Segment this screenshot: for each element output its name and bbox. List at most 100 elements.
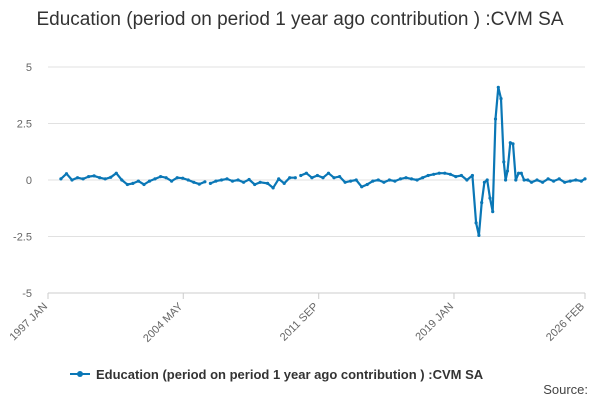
data-point[interactable]: [159, 175, 163, 179]
data-point[interactable]: [75, 176, 80, 180]
data-point[interactable]: [293, 176, 297, 180]
data-point[interactable]: [514, 178, 518, 182]
data-point[interactable]: [583, 177, 587, 181]
data-point[interactable]: [147, 179, 152, 183]
data-point[interactable]: [470, 173, 474, 178]
data-point[interactable]: [59, 177, 63, 181]
data-point[interactable]: [496, 85, 500, 89]
data-point[interactable]: [404, 176, 408, 180]
data-point[interactable]: [197, 182, 201, 186]
data-point[interactable]: [505, 169, 510, 173]
data-point[interactable]: [277, 177, 281, 181]
data-point[interactable]: [288, 176, 292, 180]
data-point[interactable]: [271, 186, 275, 190]
data-point[interactable]: [242, 180, 246, 184]
data-point[interactable]: [64, 172, 69, 176]
data-point[interactable]: [480, 201, 484, 205]
data-point[interactable]: [360, 185, 364, 189]
data-point[interactable]: [432, 172, 436, 176]
data-point[interactable]: [266, 181, 270, 185]
data-point[interactable]: [454, 175, 458, 179]
data-point[interactable]: [142, 182, 146, 187]
data-point[interactable]: [326, 171, 331, 175]
data-point[interactable]: [393, 179, 397, 183]
data-point[interactable]: [230, 179, 235, 183]
data-point[interactable]: [568, 179, 572, 183]
data-point[interactable]: [415, 178, 419, 182]
data-point[interactable]: [485, 178, 489, 182]
data-point[interactable]: [376, 178, 380, 182]
data-point[interactable]: [502, 160, 506, 164]
data-point[interactable]: [203, 180, 207, 184]
data-point[interactable]: [409, 177, 414, 181]
data-point[interactable]: [299, 173, 303, 178]
data-point[interactable]: [282, 181, 286, 185]
data-point[interactable]: [552, 179, 556, 183]
data-point[interactable]: [304, 171, 308, 175]
data-point[interactable]: [421, 176, 425, 180]
data-point[interactable]: [354, 178, 358, 182]
data-point[interactable]: [448, 172, 452, 176]
data-point[interactable]: [398, 177, 403, 181]
data-point[interactable]: [98, 176, 102, 180]
data-point[interactable]: [541, 180, 545, 184]
data-point[interactable]: [258, 180, 262, 184]
data-point[interactable]: [321, 176, 325, 180]
data-point[interactable]: [443, 171, 447, 175]
data-point[interactable]: [426, 173, 430, 178]
data-point[interactable]: [382, 180, 386, 184]
data-point[interactable]: [477, 233, 481, 237]
data-point[interactable]: [499, 97, 503, 101]
data-point[interactable]: [247, 177, 251, 182]
data-point[interactable]: [526, 178, 530, 182]
data-point[interactable]: [493, 117, 498, 121]
data-point[interactable]: [192, 180, 196, 184]
data-point[interactable]: [579, 179, 583, 183]
data-point[interactable]: [103, 177, 107, 181]
data-point[interactable]: [365, 182, 369, 187]
data-point[interactable]: [511, 142, 515, 146]
data-point[interactable]: [181, 176, 185, 180]
data-point[interactable]: [70, 178, 74, 182]
data-point[interactable]: [92, 174, 96, 178]
data-point[interactable]: [387, 178, 391, 182]
data-point[interactable]: [343, 180, 347, 184]
data-point[interactable]: [488, 196, 492, 200]
data-point[interactable]: [186, 178, 190, 182]
data-point[interactable]: [153, 177, 157, 181]
data-point[interactable]: [315, 173, 319, 178]
data-point[interactable]: [120, 178, 124, 182]
data-point[interactable]: [170, 179, 174, 183]
data-point[interactable]: [253, 182, 257, 187]
data-point[interactable]: [519, 171, 523, 175]
data-point[interactable]: [225, 177, 229, 181]
data-point[interactable]: [87, 175, 91, 179]
data-point[interactable]: [338, 175, 342, 179]
data-point[interactable]: [437, 171, 441, 175]
data-point[interactable]: [517, 171, 521, 175]
data-point[interactable]: [236, 178, 240, 182]
data-point[interactable]: [522, 178, 526, 182]
data-point[interactable]: [574, 178, 578, 182]
data-point[interactable]: [465, 178, 469, 182]
data-point[interactable]: [504, 178, 508, 182]
data-point[interactable]: [508, 141, 512, 145]
data-point[interactable]: [81, 177, 85, 181]
data-point[interactable]: [125, 182, 129, 187]
data-point[interactable]: [491, 210, 495, 214]
data-point[interactable]: [482, 180, 486, 184]
data-point[interactable]: [175, 176, 179, 180]
data-point[interactable]: [131, 181, 135, 185]
data-point[interactable]: [535, 178, 539, 182]
data-point[interactable]: [214, 179, 218, 183]
data-point[interactable]: [371, 179, 375, 183]
data-point[interactable]: [136, 179, 140, 183]
data-point[interactable]: [219, 178, 224, 182]
data-point[interactable]: [208, 181, 212, 185]
data-point[interactable]: [114, 171, 118, 175]
data-point[interactable]: [529, 180, 534, 184]
data-point[interactable]: [332, 176, 336, 180]
data-point[interactable]: [563, 180, 567, 184]
data-point[interactable]: [164, 176, 168, 180]
data-point[interactable]: [474, 221, 478, 225]
